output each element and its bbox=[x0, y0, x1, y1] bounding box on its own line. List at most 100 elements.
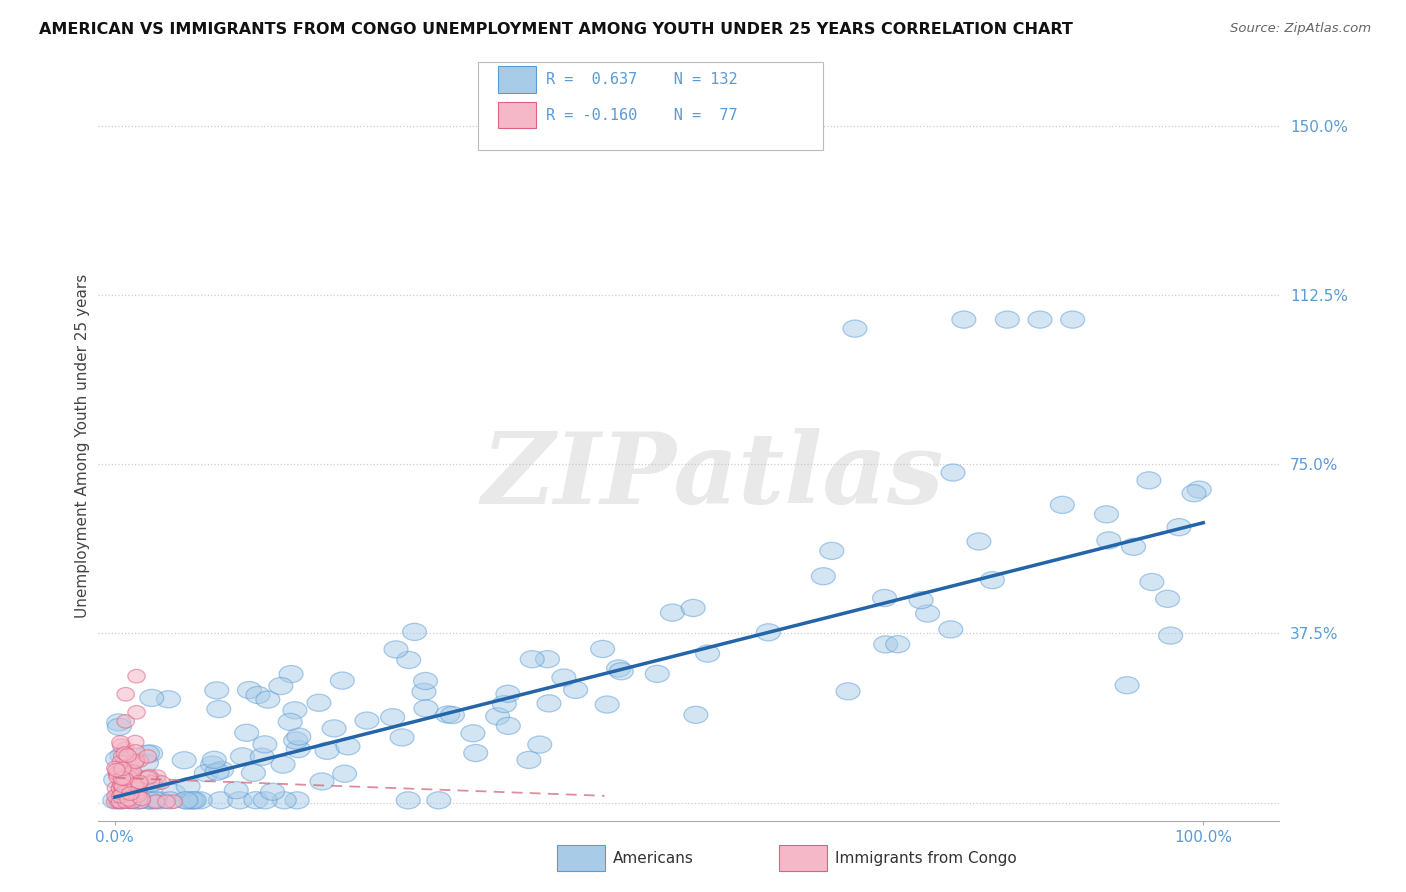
Ellipse shape bbox=[149, 770, 166, 783]
Ellipse shape bbox=[202, 751, 226, 768]
Ellipse shape bbox=[114, 762, 132, 775]
Ellipse shape bbox=[124, 773, 142, 787]
Ellipse shape bbox=[683, 706, 707, 723]
Ellipse shape bbox=[980, 572, 1004, 589]
Ellipse shape bbox=[172, 752, 197, 769]
Ellipse shape bbox=[553, 669, 576, 686]
Ellipse shape bbox=[307, 694, 330, 711]
Ellipse shape bbox=[396, 792, 420, 809]
Ellipse shape bbox=[108, 767, 125, 780]
Ellipse shape bbox=[115, 756, 134, 769]
Ellipse shape bbox=[117, 688, 135, 701]
Ellipse shape bbox=[1140, 574, 1164, 591]
Ellipse shape bbox=[260, 783, 284, 800]
Ellipse shape bbox=[139, 690, 163, 706]
Ellipse shape bbox=[127, 756, 143, 769]
Ellipse shape bbox=[115, 787, 139, 804]
Ellipse shape bbox=[114, 771, 132, 784]
Ellipse shape bbox=[127, 735, 143, 749]
Ellipse shape bbox=[107, 718, 131, 735]
Ellipse shape bbox=[156, 690, 180, 708]
Ellipse shape bbox=[103, 792, 127, 809]
Ellipse shape bbox=[127, 792, 150, 809]
Ellipse shape bbox=[120, 748, 136, 763]
Ellipse shape bbox=[180, 792, 204, 809]
Ellipse shape bbox=[138, 792, 162, 809]
Ellipse shape bbox=[117, 714, 135, 728]
Ellipse shape bbox=[681, 599, 706, 616]
Ellipse shape bbox=[108, 770, 127, 784]
Ellipse shape bbox=[111, 789, 129, 803]
Ellipse shape bbox=[142, 773, 166, 790]
Ellipse shape bbox=[915, 605, 939, 622]
Ellipse shape bbox=[115, 767, 139, 784]
Text: AMERICAN VS IMMIGRANTS FROM CONGO UNEMPLOYMENT AMONG YOUTH UNDER 25 YEARS CORREL: AMERICAN VS IMMIGRANTS FROM CONGO UNEMPL… bbox=[39, 22, 1073, 37]
Ellipse shape bbox=[591, 640, 614, 657]
Text: R = -0.160    N =  77: R = -0.160 N = 77 bbox=[546, 108, 737, 122]
Ellipse shape bbox=[1060, 311, 1084, 328]
Ellipse shape bbox=[269, 677, 292, 695]
Ellipse shape bbox=[117, 747, 134, 760]
Ellipse shape bbox=[112, 739, 129, 752]
Ellipse shape bbox=[336, 738, 360, 755]
Ellipse shape bbox=[115, 756, 134, 769]
Ellipse shape bbox=[402, 624, 426, 640]
Ellipse shape bbox=[564, 681, 588, 698]
Ellipse shape bbox=[176, 778, 200, 795]
Ellipse shape bbox=[995, 311, 1019, 328]
Ellipse shape bbox=[131, 777, 148, 790]
Ellipse shape bbox=[112, 756, 129, 769]
Ellipse shape bbox=[115, 786, 132, 799]
Ellipse shape bbox=[820, 542, 844, 559]
Ellipse shape bbox=[142, 776, 160, 789]
Ellipse shape bbox=[138, 775, 163, 792]
Ellipse shape bbox=[120, 795, 138, 808]
Ellipse shape bbox=[121, 792, 145, 809]
Ellipse shape bbox=[124, 788, 141, 801]
Ellipse shape bbox=[194, 764, 218, 781]
Ellipse shape bbox=[396, 651, 420, 668]
Ellipse shape bbox=[143, 792, 167, 809]
Ellipse shape bbox=[104, 772, 128, 789]
Ellipse shape bbox=[127, 778, 143, 791]
Ellipse shape bbox=[153, 776, 170, 789]
Ellipse shape bbox=[121, 758, 139, 772]
Ellipse shape bbox=[107, 789, 124, 803]
Ellipse shape bbox=[461, 724, 485, 742]
Ellipse shape bbox=[110, 795, 128, 808]
Ellipse shape bbox=[1028, 311, 1052, 328]
Text: ZIPatlas: ZIPatlas bbox=[481, 428, 943, 524]
Ellipse shape bbox=[485, 707, 509, 725]
Ellipse shape bbox=[108, 766, 125, 780]
Ellipse shape bbox=[124, 764, 142, 779]
Ellipse shape bbox=[117, 742, 134, 756]
Text: R =  0.637    N = 132: R = 0.637 N = 132 bbox=[546, 72, 737, 87]
Ellipse shape bbox=[111, 782, 129, 796]
Ellipse shape bbox=[205, 681, 229, 699]
Ellipse shape bbox=[1094, 506, 1118, 523]
Ellipse shape bbox=[661, 604, 685, 621]
Ellipse shape bbox=[910, 591, 934, 608]
Ellipse shape bbox=[228, 792, 252, 809]
Ellipse shape bbox=[183, 792, 207, 809]
Ellipse shape bbox=[129, 786, 146, 799]
Ellipse shape bbox=[105, 750, 129, 768]
Ellipse shape bbox=[120, 771, 138, 784]
Ellipse shape bbox=[136, 771, 155, 784]
Ellipse shape bbox=[131, 775, 148, 789]
Ellipse shape bbox=[148, 795, 165, 808]
Ellipse shape bbox=[389, 729, 413, 746]
Ellipse shape bbox=[517, 751, 541, 769]
Ellipse shape bbox=[595, 696, 619, 713]
Ellipse shape bbox=[253, 792, 277, 809]
Ellipse shape bbox=[536, 650, 560, 668]
Ellipse shape bbox=[124, 766, 141, 780]
Ellipse shape bbox=[1050, 496, 1074, 514]
Ellipse shape bbox=[330, 672, 354, 690]
Ellipse shape bbox=[121, 787, 139, 800]
Ellipse shape bbox=[110, 792, 134, 809]
Ellipse shape bbox=[129, 778, 146, 792]
Ellipse shape bbox=[315, 742, 339, 759]
Ellipse shape bbox=[157, 795, 176, 808]
Ellipse shape bbox=[384, 640, 408, 658]
